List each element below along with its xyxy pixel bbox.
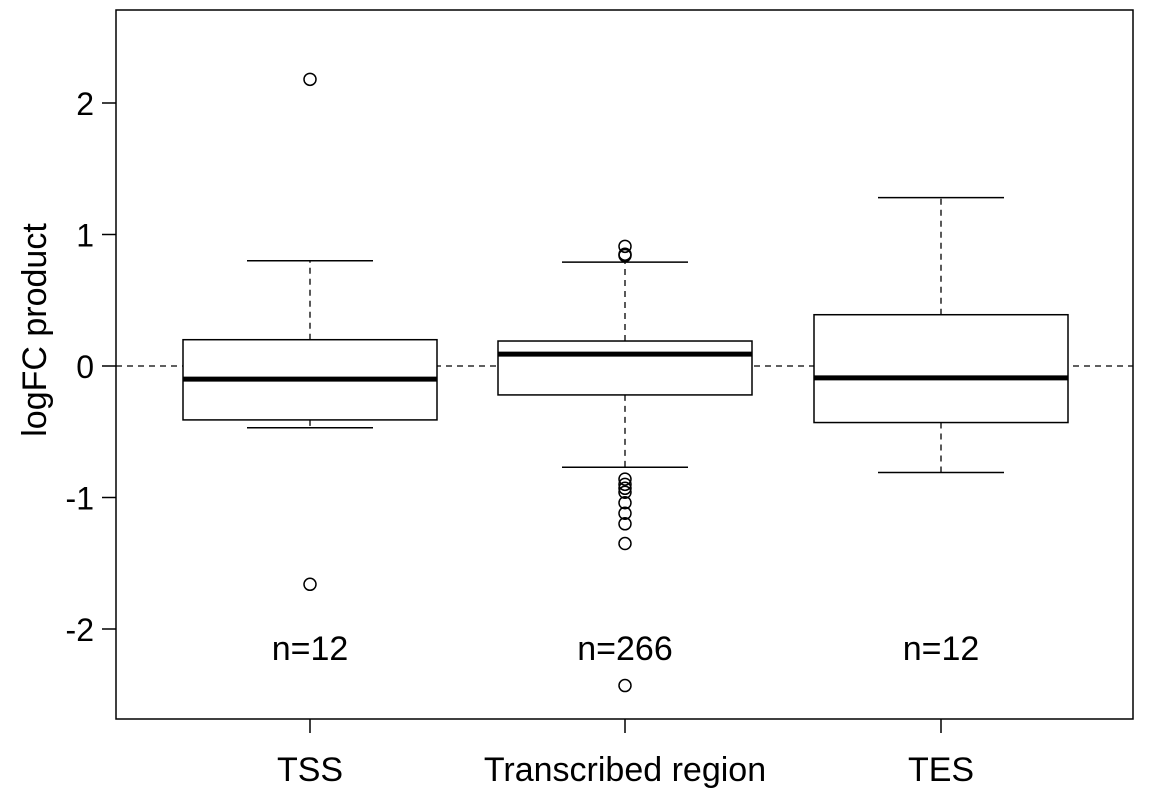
outlier-point [618, 506, 632, 521]
iqr-box [497, 340, 753, 396]
box-tss: n=12 [182, 72, 438, 668]
y-tick-label: -1 [66, 481, 94, 517]
iqr-box [813, 313, 1069, 424]
outlier-point [618, 496, 632, 510]
y-axis-label: logFC product [16, 223, 54, 437]
x-axis: TSS Transcribed region TES [277, 719, 974, 789]
x-tick-label: TES [908, 751, 974, 789]
outlier-point [618, 239, 632, 254]
outlier-point [618, 536, 632, 551]
box-transcribed-region: n=266 [497, 239, 753, 693]
sample-size-label: n=12 [272, 630, 349, 668]
y-tick-label: -2 [66, 612, 94, 648]
outlier-point [618, 472, 632, 486]
outlier-point [303, 72, 317, 87]
outlier-point [618, 517, 632, 531]
box-tes: n=12 [813, 196, 1069, 668]
y-tick-label: 1 [76, 218, 94, 254]
outlier-point [618, 248, 632, 263]
y-axis: -2 -1 0 1 2 [66, 86, 116, 648]
x-tick-label: TSS [277, 751, 343, 789]
boxes-layer: n=12 n=266 n=12 [182, 72, 1069, 693]
outlier-point [618, 481, 632, 496]
outlier-point [618, 485, 632, 499]
outlier-point [618, 477, 632, 492]
sample-size-label: n=266 [577, 630, 673, 668]
outlier-point [303, 577, 317, 592]
outlier-point [618, 678, 632, 693]
sample-size-label: n=12 [903, 630, 980, 668]
x-tick-label: Transcribed region [484, 751, 766, 789]
y-tick-label: 0 [76, 349, 94, 385]
y-tick-label: 2 [76, 86, 94, 122]
